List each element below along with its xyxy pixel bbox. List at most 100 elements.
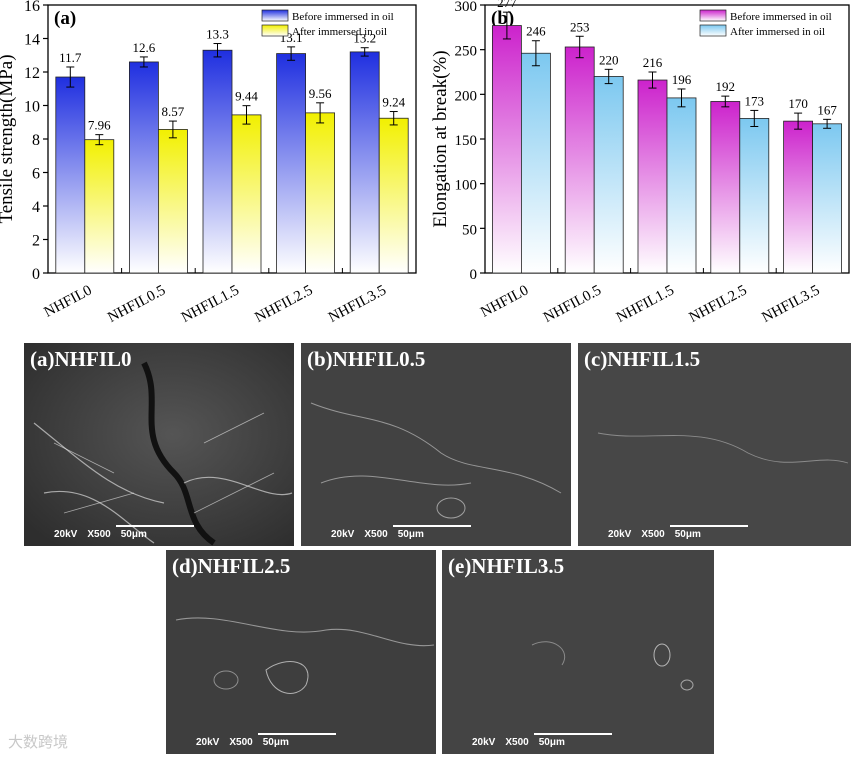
data-label: 167 [817,102,837,117]
legend-label: After immersed in oil [730,26,825,38]
bar [491,25,522,274]
x-tick-label: NHFIL0.5 [541,282,604,326]
sem-info: 20kV X500 50μm [196,737,289,748]
scale-bar [116,525,194,527]
sem-label: (d)NHFIL2.5 [172,554,291,578]
sem-info: 20kV X500 50μm [608,529,701,540]
watermark: 大数跨境 [8,733,69,751]
y-tick-label: 12 [24,65,40,82]
data-label: 8.57 [162,104,185,119]
y-tick-label: 200 [455,88,478,104]
bar [349,51,380,274]
bar [305,112,336,274]
x-tick-label: NHFIL2.5 [687,282,750,326]
data-label: 196 [672,72,692,87]
y-tick-label: 14 [24,32,40,49]
scale-bar [258,733,336,735]
legend-label: Before immersed in oil [730,11,832,23]
data-label: 9.44 [235,89,258,104]
sem-texture [578,343,851,546]
bar [666,97,697,274]
scale-bar [393,525,471,527]
data-label: 11.7 [59,50,82,65]
y-tick-label: 16 [24,0,40,15]
data-label: 13.3 [206,27,229,42]
data-label: 7.96 [88,118,111,133]
data-label: 9.56 [309,86,332,101]
y-tick-label: 6 [32,166,40,183]
x-tick-label: NHFIL1.5 [614,282,677,326]
legend-swatch [699,24,727,37]
sem-info: 20kV X500 50μm [472,737,565,748]
bar [739,118,770,274]
legend-swatch [699,9,727,22]
sem-label: (c)NHFIL1.5 [584,347,701,371]
sem-texture [166,550,436,754]
data-label: 253 [570,19,590,34]
data-label: 9.24 [382,95,405,110]
sem-texture [24,343,294,546]
bar [231,114,262,274]
scale-bar [534,733,612,735]
data-label: 13.2 [353,31,376,46]
sem-image-nhfil1-5: (c)NHFIL1.5 20kV X500 50μm [578,343,851,546]
y-tick-label: 0 [32,266,40,283]
x-tick-label: NHFIL3.5 [759,282,822,326]
bar [202,49,233,274]
y-tick-label: 8 [32,132,40,149]
y-tick-label: 4 [32,199,40,216]
bar [637,79,668,274]
bar [128,61,159,274]
panel-label: (b) [491,8,514,29]
bar [812,123,842,274]
y-tick-label: 2 [32,233,40,250]
sem-image-nhfil2-5: (d)NHFIL2.5 20kV X500 50μm [166,550,436,754]
sem-texture [442,550,714,754]
data-label: 170 [788,96,808,111]
bar [55,76,86,274]
y-axis-label: Elongation at break(%) [430,50,451,227]
legend-swatch [261,9,289,22]
legend-swatch [261,24,289,37]
scale-bar [670,525,748,527]
bar [593,76,624,274]
data-label: 220 [599,52,619,67]
bar [84,139,115,274]
sem-texture [301,343,571,546]
data-label: 192 [716,79,736,94]
legend-label: Before immersed in oil [292,11,394,23]
chart-a: 0 2 4 6 8 10 12 14 16 Tensile strength(MPa) (a) 11.… [0,0,417,326]
bar [378,117,409,274]
data-label: 277 [497,0,517,10]
sem-image-nhfil3-5: (e)NHFIL3.5 20kV X500 50μm [442,550,714,754]
bar [157,129,188,274]
sem-info: 20kV X500 50μm [54,529,147,540]
sem-image-nhfil0-5: (b)NHFIL0.5 20kV X500 50μm [301,343,571,546]
y-tick-label: 0 [470,267,478,283]
data-label: 12.6 [133,40,156,55]
legend-label: After immersed in oil [292,26,387,38]
sem-image-nhfil0: (a)NHFIL0 20kV X500 50μm [24,343,294,546]
sem-info: 20kV X500 50μm [331,529,424,540]
bar [521,52,551,274]
y-tick-label: 10 [24,99,40,116]
x-tick-label: NHFIL0 [478,282,531,320]
chart-b: 0 50 100 150 200 250 300 Elongation at break(%)… [430,0,850,326]
data-label: 216 [643,55,663,70]
y-tick-label: 50 [462,222,477,238]
data-label: 173 [745,93,765,108]
y-tick-label: 300 [455,0,478,15]
bar [783,120,813,274]
sem-label: (e)NHFIL3.5 [448,554,565,578]
y-tick-label: 150 [455,133,478,149]
data-label: 246 [526,24,546,39]
y-axis-label: Tensile strength(MPa) [0,54,17,223]
bar [710,101,741,274]
y-tick-label: 100 [455,178,478,194]
panel-label: (a) [54,8,76,29]
sem-label: (a)NHFIL0 [30,347,132,371]
bar [276,53,307,274]
bar [564,46,595,274]
sem-label: (b)NHFIL0.5 [307,347,426,371]
y-tick-label: 250 [455,44,478,60]
